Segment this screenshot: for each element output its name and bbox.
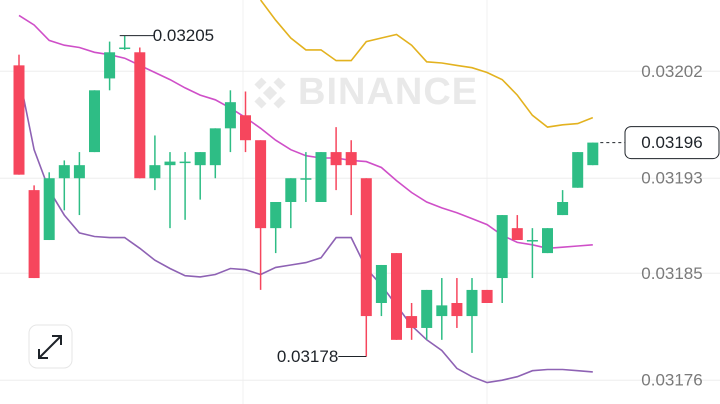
candle-body	[511, 228, 523, 241]
last-price-label: 0.03196	[641, 133, 702, 152]
last-price-box	[624, 126, 720, 160]
candle-body	[285, 178, 297, 202]
y-tick-label: 0.03193	[641, 169, 702, 188]
candle-body	[73, 165, 85, 179]
watermark: BINANCE	[254, 71, 478, 113]
band-line	[18, 74, 593, 384]
candle-body	[375, 264, 387, 303]
candle-body	[179, 161, 191, 164]
band-line	[259, 0, 594, 128]
candle-body	[43, 178, 55, 241]
candle-body	[451, 303, 463, 317]
candle-body	[315, 152, 327, 202]
candle-body	[421, 289, 433, 328]
candle-body	[391, 253, 402, 340]
candle-body	[466, 289, 478, 317]
candle-body	[240, 115, 251, 141]
candle-body	[300, 178, 312, 180]
candle-body	[164, 161, 176, 166]
candle-body	[58, 165, 70, 179]
y-tick-label: 0.03185	[641, 264, 702, 283]
candle-body	[345, 152, 357, 166]
watermark-text: BINANCE	[298, 71, 478, 113]
y-tick-label: 0.03202	[641, 62, 702, 81]
candle-body	[255, 140, 267, 229]
candle-body	[89, 90, 100, 153]
annotation-label: 0.03178	[277, 347, 338, 366]
candle-body	[194, 152, 206, 166]
candle-body	[436, 305, 448, 317]
y-tick-label: 0.03176	[641, 371, 702, 390]
candle-body	[119, 47, 131, 50]
candle-body	[496, 215, 508, 279]
candle-body	[28, 190, 40, 279]
candle-body	[542, 228, 553, 254]
candle-body	[526, 240, 538, 242]
candle-body	[572, 152, 584, 188]
candle-body	[224, 102, 236, 129]
candle-body	[270, 202, 282, 229]
candle-body	[104, 52, 116, 79]
candle-body	[149, 165, 161, 179]
candle-body	[587, 142, 599, 166]
candle-body	[13, 65, 25, 175]
candle-body	[360, 178, 372, 317]
candle-body	[406, 316, 418, 328]
expand-button[interactable]	[28, 324, 73, 369]
candle-body	[557, 202, 569, 216]
candle-body	[134, 52, 146, 179]
candle-body	[330, 152, 342, 166]
annotation-label: 0.03205	[153, 26, 214, 45]
candle-body	[481, 289, 493, 303]
candle-body	[209, 128, 221, 166]
